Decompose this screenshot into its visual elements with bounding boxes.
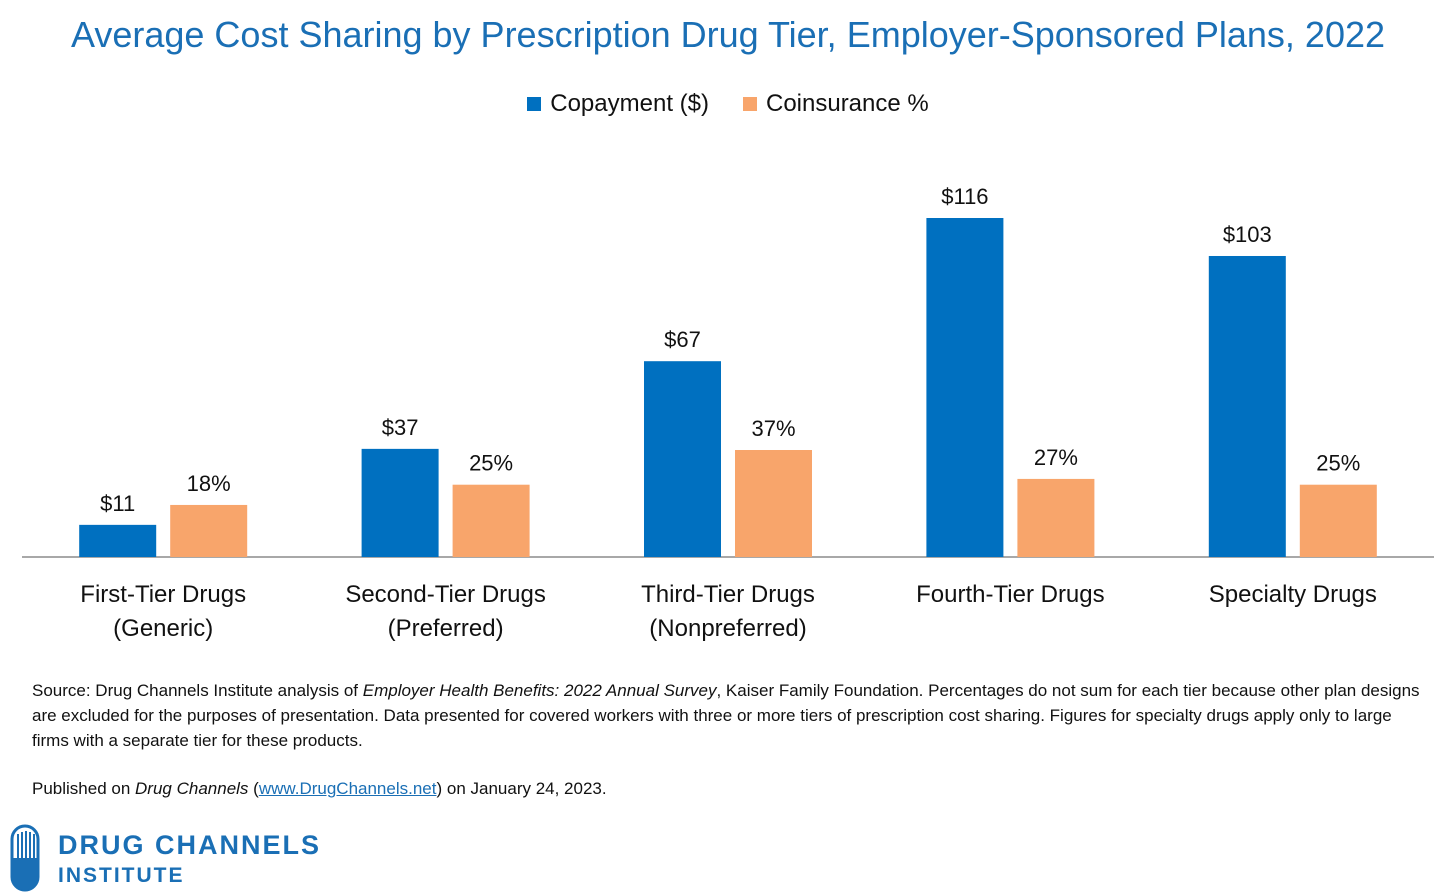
coinsurance-data-label-1: 18% <box>187 471 231 496</box>
published-publication: Drug Channels <box>135 779 249 798</box>
copayment-bar-5 <box>1208 255 1286 557</box>
copayment-data-label-1: $11 <box>100 491 135 516</box>
source-suffix: , Kaiser Family Foundation. Percentages … <box>32 681 1420 750</box>
category-label-3-line-1: Third-Tier Drugs <box>641 581 815 608</box>
source-survey-title: Employer Health Benefits: 2022 Annual Su… <box>362 681 717 700</box>
copayment-data-label-5: $103 <box>1223 222 1272 247</box>
published-open: ( <box>248 779 259 798</box>
category-label-2: Second-Tier Drugs (Preferred) <box>305 578 587 646</box>
coinsurance-bar-5 <box>1299 484 1377 557</box>
category-label-2-line-2: (Preferred) <box>387 615 504 642</box>
coinsurance-data-label-2: 25% <box>469 451 513 476</box>
chart-title: Average Cost Sharing by Prescription Dru… <box>70 14 1386 55</box>
legend-swatch-coinsurance <box>742 97 757 111</box>
published-prefix: Published on <box>32 779 136 798</box>
legend-label-coinsurance: Coinsurance % <box>765 90 929 117</box>
copayment-data-label-2: $37 <box>382 415 419 440</box>
source-note: Source: Drug Channels Institute analysis… <box>32 678 1432 753</box>
published-suffix: ) on January 24, 2023. <box>436 779 607 798</box>
drug-channels-institute-logo: DRUG CHANNELS INSTITUTE <box>10 822 430 892</box>
legend-swatch-copayment <box>527 97 542 111</box>
coinsurance-bar-1 <box>170 504 248 557</box>
category-label-1: First-Tier Drugs (Generic) <box>22 578 304 646</box>
copayment-bar-3 <box>644 361 721 557</box>
copayment-data-label-4: $116 <box>941 184 988 209</box>
coinsurance-data-label-3: 37% <box>751 416 795 441</box>
category-label-5-line-1: Specialty Drugs <box>1208 581 1377 608</box>
drugchannels-link[interactable]: www.DrugChannels.net <box>258 779 437 798</box>
legend-label-copayment: Copayment ($) <box>550 90 709 117</box>
copayment-bar-1 <box>79 524 157 557</box>
category-label-1-line-1: First-Tier Drugs <box>80 581 247 608</box>
category-label-3-line-2: (Nonpreferred) <box>649 615 807 642</box>
category-label-5: Specialty Drugs <box>1152 578 1434 612</box>
category-label-1-line-2: (Generic) <box>113 615 214 642</box>
category-label-2-line-1: Second-Tier Drugs <box>345 581 546 608</box>
coinsurance-data-label-5: 25% <box>1316 451 1360 476</box>
category-label-3: Third-Tier Drugs (Nonpreferred) <box>587 578 869 646</box>
coinsurance-bar-2 <box>452 484 530 557</box>
logo-text-line2: INSTITUTE <box>58 864 185 887</box>
copayment-bar-2 <box>361 448 439 557</box>
coinsurance-bar-4 <box>1017 478 1095 557</box>
category-label-4: Fourth-Tier Drugs <box>869 578 1151 612</box>
logo-text-line1: DRUG CHANNELS <box>58 830 322 860</box>
coinsurance-bar-3 <box>735 450 812 557</box>
chart-legend: Copayment ($) Coinsurance % <box>0 90 1456 118</box>
coinsurance-data-label-4: 27% <box>1034 445 1078 470</box>
copayment-data-label-3: $67 <box>664 327 701 352</box>
legend-item-coinsurance: Coinsurance % <box>742 90 929 118</box>
category-label-4-line-1: Fourth-Tier Drugs <box>916 581 1105 608</box>
copayment-bar-4 <box>926 218 1004 557</box>
published-note: Published on Drug Channels (www.DrugChan… <box>32 776 1132 801</box>
source-prefix: Source: Drug Channels Institute analysis… <box>32 681 363 700</box>
legend-item-copayment: Copayment ($) <box>527 90 709 118</box>
capsule-logo-icon <box>10 824 40 892</box>
